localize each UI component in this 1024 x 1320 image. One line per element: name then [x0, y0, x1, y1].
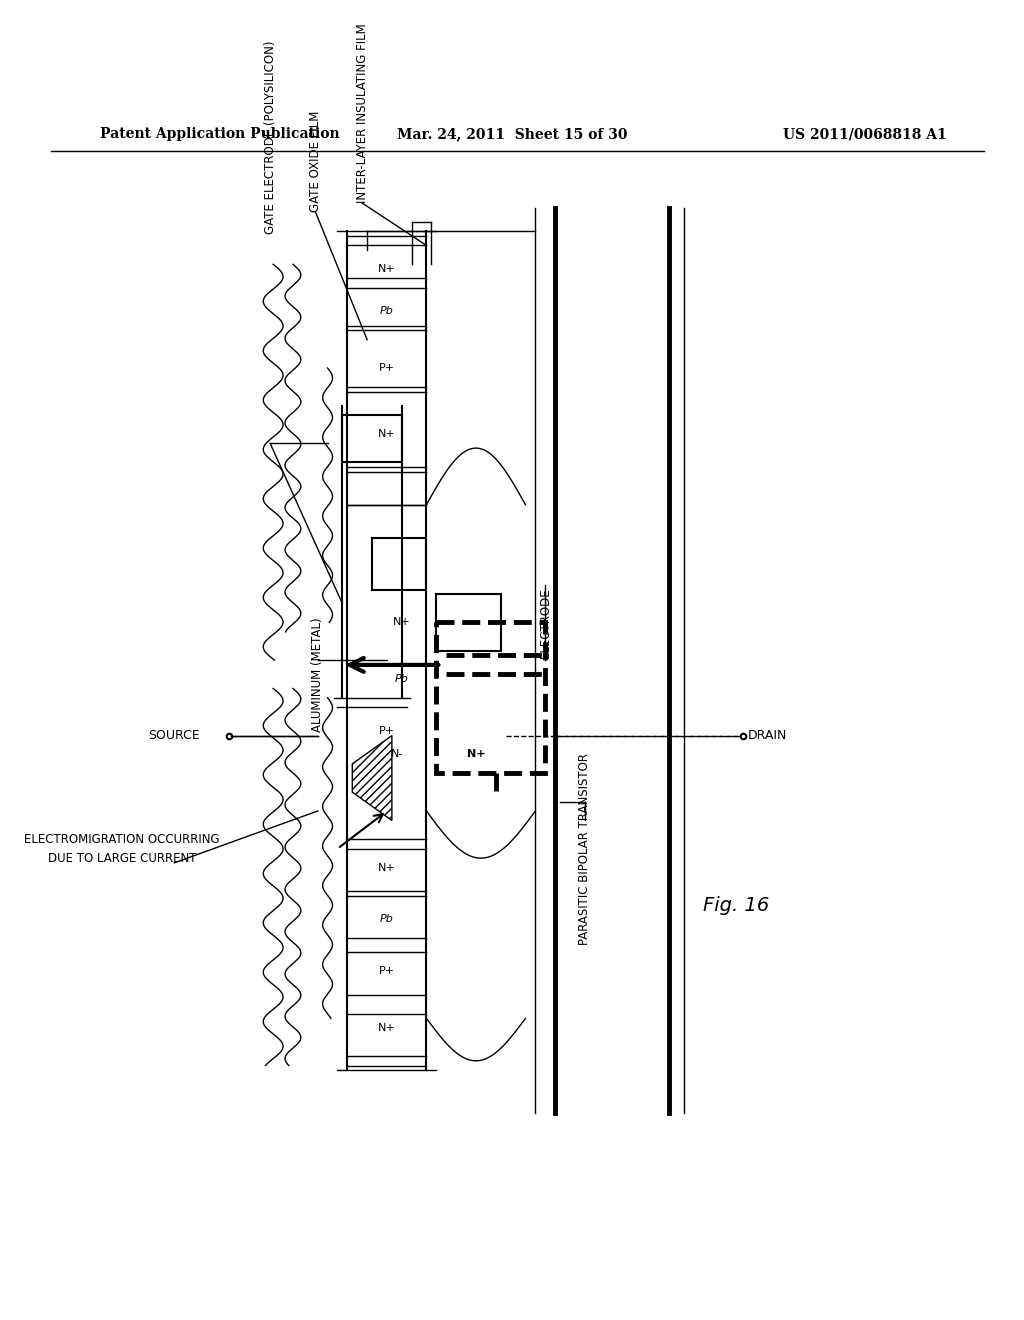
Text: N+: N+: [393, 618, 411, 627]
Text: PARASITIC BIPOLAR TRANSISTOR: PARASITIC BIPOLAR TRANSISTOR: [579, 752, 591, 945]
Bar: [342, 414, 401, 462]
Text: Patent Application Publication: Patent Application Publication: [100, 127, 340, 141]
Text: Pb: Pb: [395, 675, 409, 684]
Text: Fig. 16: Fig. 16: [703, 896, 770, 915]
Text: GATE OXIDE FILM: GATE OXIDE FILM: [309, 111, 323, 213]
Text: GATE ELECTRODE (POLYSILICON): GATE ELECTRODE (POLYSILICON): [264, 41, 276, 234]
Text: N-: N-: [390, 750, 403, 759]
Text: DRAIN: DRAIN: [748, 729, 787, 742]
Text: N+: N+: [378, 264, 396, 275]
Text: SOURCE: SOURCE: [148, 729, 200, 742]
Bar: [372, 537, 426, 590]
Text: P+: P+: [379, 966, 395, 977]
Text: ALUMINUM (METAL): ALUMINUM (METAL): [311, 616, 325, 731]
Text: DUE TO LARGE CURRENT: DUE TO LARGE CURRENT: [47, 851, 196, 865]
Text: ELECTROMIGRATION OCCURRING: ELECTROMIGRATION OCCURRING: [24, 833, 219, 846]
Polygon shape: [352, 735, 392, 821]
Text: Mar. 24, 2011  Sheet 15 of 30: Mar. 24, 2011 Sheet 15 of 30: [397, 127, 628, 141]
Bar: [436, 623, 545, 774]
Text: Pb: Pb: [380, 915, 394, 924]
Text: Pb: Pb: [380, 306, 394, 317]
Text: N+: N+: [378, 1023, 396, 1032]
Text: P+: P+: [379, 726, 395, 735]
Text: N+: N+: [378, 429, 396, 440]
Text: N+: N+: [378, 862, 396, 873]
Bar: [436, 594, 501, 651]
Text: P+: P+: [379, 363, 395, 374]
Text: INTER-LAYER INSULATING FILM: INTER-LAYER INSULATING FILM: [355, 24, 369, 203]
Text: US 2011/0068818 A1: US 2011/0068818 A1: [782, 127, 946, 141]
Text: ELECTRODE: ELECTRODE: [539, 587, 552, 657]
Text: N+: N+: [467, 750, 485, 759]
